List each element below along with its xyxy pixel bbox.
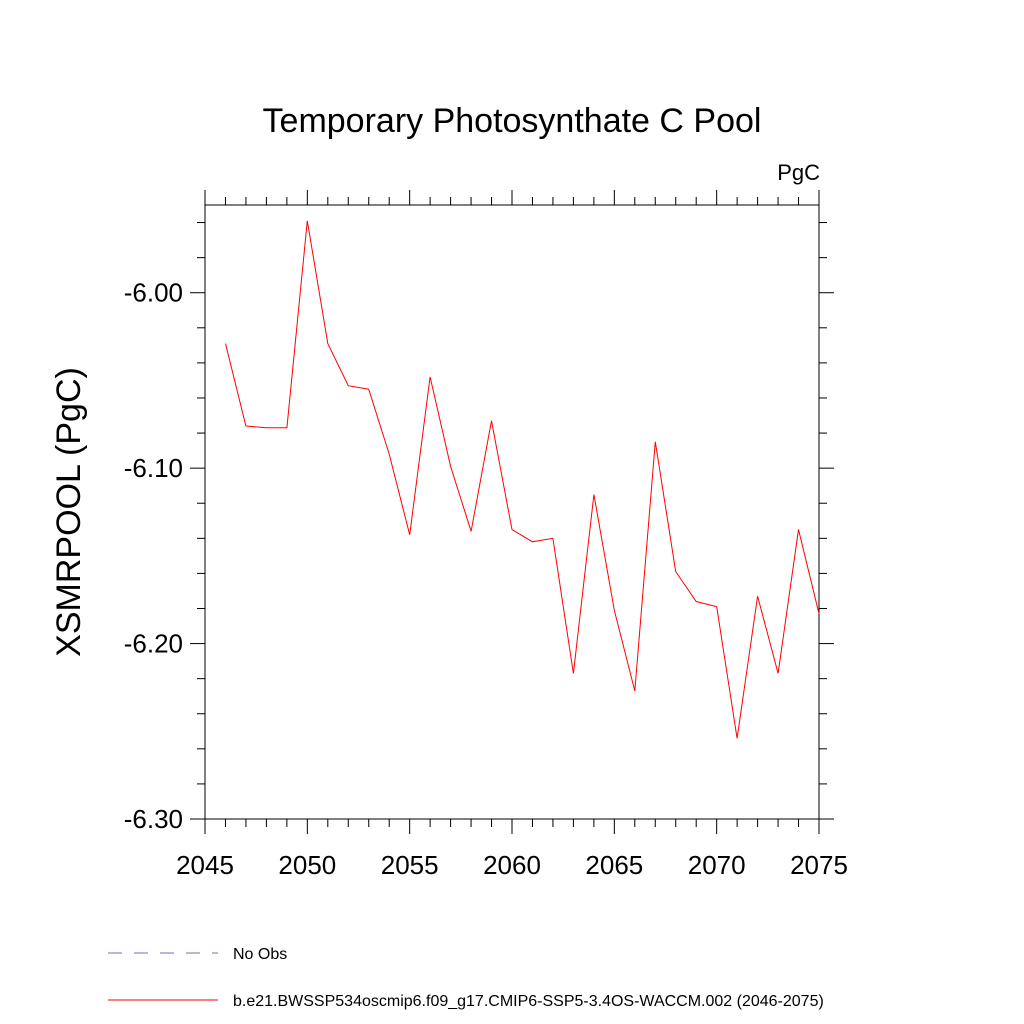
y-tick-label: -6.30 [124, 804, 183, 834]
y-tick-label: -6.10 [124, 453, 183, 483]
plot-frame [204, 204, 820, 820]
x-tick-label: 2045 [176, 850, 234, 880]
x-tick-label: 2065 [585, 850, 643, 880]
series-group [225, 220, 820, 739]
y-tick-label: -6.00 [124, 278, 183, 308]
y-axis-label: XSMRPOOL (PgC) [50, 367, 88, 657]
y-tick-label: -6.20 [124, 629, 183, 659]
x-tick-label: 2075 [790, 850, 848, 880]
y-axis-ticks [190, 222, 834, 820]
legend-label-no-obs: No Obs [233, 946, 287, 963]
units-label: PgC [777, 160, 820, 185]
legend-label-model: b.e21.BWSSP534oscmip6.f09_g17.CMIP6-SSP5… [233, 993, 824, 1010]
x-tick-labels: 2045 2050 2055 2060 2065 2070 2075 [176, 850, 848, 880]
x-tick-label: 2050 [278, 850, 336, 880]
x-tick-label: 2060 [483, 850, 541, 880]
x-axis-ticks [204, 190, 820, 834]
legend: No Obs b.e21.BWSSP534oscmip6.f09_g17.CMI… [108, 946, 824, 1010]
chart-title: Temporary Photosynthate C Pool [263, 102, 762, 140]
x-tick-label: 2055 [381, 850, 439, 880]
x-tick-label: 2070 [688, 850, 746, 880]
y-tick-labels: -6.00 -6.10 -6.20 -6.30 [124, 278, 183, 834]
series-line [225, 220, 820, 739]
